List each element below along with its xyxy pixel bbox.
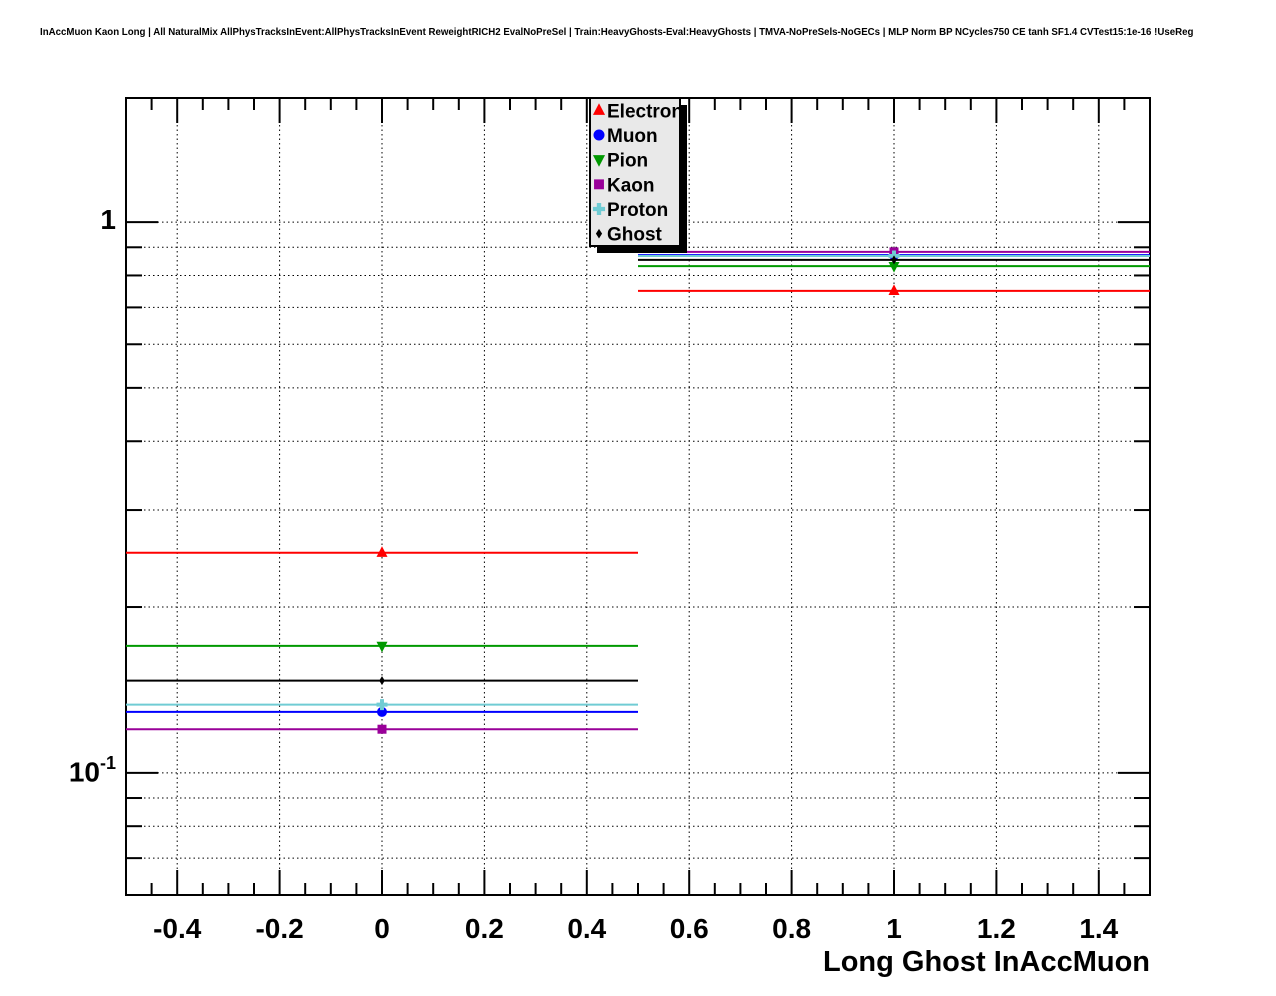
x-tick-label: 0.8: [772, 913, 811, 944]
x-tick-label: 0: [374, 913, 390, 944]
series-marker-ghost: [379, 676, 385, 686]
x-tick-label: -0.4: [153, 913, 202, 944]
y-tick-1-text: 1: [100, 204, 116, 235]
chart-title: InAccMuon Kaon Long | All NaturalMix All…: [40, 27, 1194, 38]
series-marker-proton: [376, 699, 388, 711]
legend-label-ghost: Ghost: [607, 225, 663, 246]
legend-marker-proton: [592, 202, 606, 216]
legend-marker-pion: [592, 155, 606, 167]
x-axis-title: Long Ghost InAccMuon: [822, 946, 1150, 978]
series-marker-electron: [376, 546, 388, 557]
x-tick-label: 0.4: [567, 913, 606, 944]
series-marker-pion: [888, 261, 900, 273]
legend-label-kaon: Kaon: [607, 175, 655, 196]
x-tick-label: -0.2: [255, 913, 303, 944]
series-marker-ghost: [891, 255, 897, 265]
legend-marker-muon: [593, 129, 605, 141]
y-tick-0p1-exp: -1: [99, 753, 116, 773]
legend-label-proton: Proton: [607, 200, 668, 221]
y-tick-label-0p1: 10-1: [20, 753, 116, 788]
x-tick-label: 1.2: [977, 913, 1016, 944]
series-marker-kaon: [377, 724, 387, 734]
x-tick-label: 1.4: [1079, 913, 1118, 944]
x-tick-label: 0.6: [670, 913, 709, 944]
series-marker-muon: [377, 706, 387, 717]
legend-marker-ghost: [595, 228, 603, 239]
x-tick-label: 0.2: [465, 913, 504, 944]
legend-marker-kaon: [594, 179, 604, 190]
series-marker-electron: [888, 284, 900, 296]
legend-marker-electron: [592, 103, 606, 115]
series-marker-pion: [376, 641, 388, 653]
y-tick-label-1: 1: [20, 206, 116, 234]
legend-label-electron: Electron: [607, 101, 683, 122]
y-tick-0p1-base: 10: [68, 756, 100, 788]
x-tick-label: 1: [886, 913, 902, 944]
legend-label-muon: Muon: [607, 126, 658, 147]
legend-label-pion: Pion: [607, 151, 648, 172]
legend-box: [589, 97, 681, 247]
